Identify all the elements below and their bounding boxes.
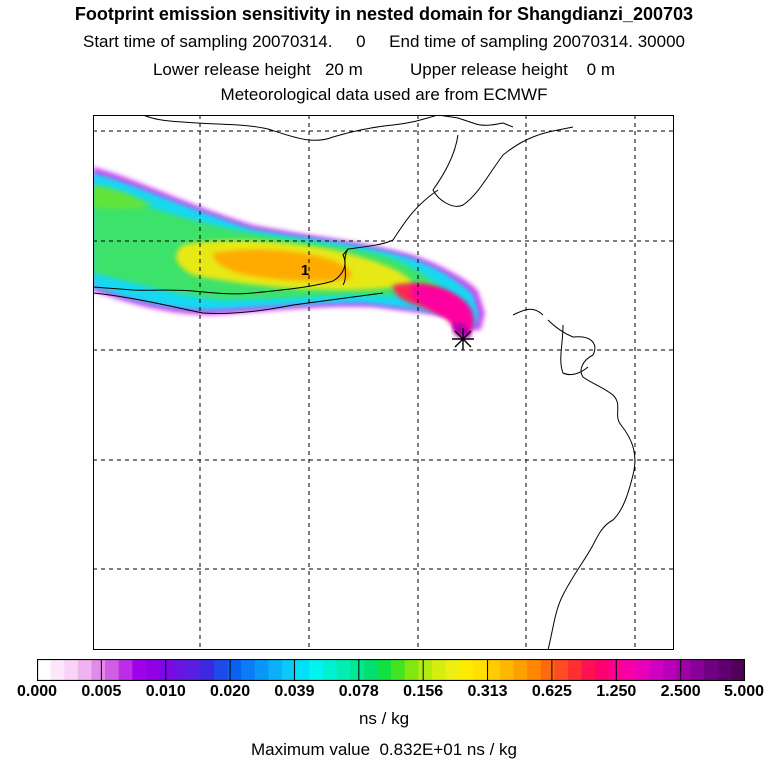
colorbar-cell: [105, 659, 120, 681]
colorbar-cell: [200, 659, 215, 681]
colorbar-cell: [295, 659, 310, 681]
grid-lines: [93, 115, 674, 650]
colorbar-tick-label: 0.000: [16, 683, 58, 700]
colorbar-tick-label: 0.005: [81, 683, 122, 700]
footprint-plume: [93, 167, 485, 339]
colorbar-cell: [227, 659, 242, 681]
colorbar-cell: [159, 659, 174, 681]
colorbar-frame: [37, 659, 745, 681]
colorbar-cell: [540, 659, 555, 681]
coastline-korea: [547, 319, 636, 650]
footprint-map: 1: [93, 115, 674, 650]
colorbar-cell: [145, 659, 161, 681]
colorbar-tick-label: 2.500: [660, 683, 701, 700]
colorbar-cell: [445, 659, 460, 681]
colorbar-cell: [391, 659, 406, 681]
colorbar-units: ns / kg: [358, 709, 410, 728]
coastline-korea-interior: [560, 324, 589, 376]
coastline-peninsula: [432, 126, 574, 207]
colorbar-major-ticks: [100, 659, 682, 681]
colorbar-cell: [704, 659, 719, 681]
colorbar-tick-label: 0.020: [210, 683, 251, 700]
colorbar-cell: [431, 659, 447, 681]
colorbar-tick-label: 0.156: [403, 683, 444, 700]
map-background: [93, 115, 674, 650]
colorbar: [37, 659, 745, 681]
colorbar-cell: [459, 659, 474, 681]
colorbar-tick-labels: 0.000 0.005 0.010 0.020 0.039 0.078 0.156 0.313…: [0, 683, 768, 705]
colorbar-tick-label: 0.039: [274, 683, 315, 700]
colorbar-cell: [64, 659, 79, 681]
coastlines: [93, 115, 636, 650]
plume-green-tail: [93, 185, 153, 209]
coastline-north: [142, 115, 514, 141]
colorbar-cell: [404, 659, 419, 681]
colorbar-cell: [717, 659, 732, 681]
colorbar-cell: [377, 659, 392, 681]
colorbar-cell: [486, 659, 501, 681]
colorbar-tick-label: 5.000: [723, 683, 765, 700]
map-frame: [93, 115, 674, 650]
colorbar-cell: [77, 659, 93, 681]
colorbar-cell: [173, 659, 188, 681]
colorbar-cell: [731, 659, 745, 681]
plume-magenta: [411, 284, 475, 336]
colorbar-cell: [554, 659, 569, 681]
colorbar-cell: [513, 659, 528, 681]
colorbar-cell: [663, 659, 678, 681]
colorbar-cell: [649, 659, 664, 681]
colorbar-cell: [363, 659, 378, 681]
met-data-line: Meteorological data used are from ECMWF: [220, 85, 548, 104]
colorbar-cell: [690, 659, 705, 681]
colorbar-cell: [595, 659, 610, 681]
plume-orange: [213, 249, 352, 282]
release-height-line: Lower release height 20 m Upper release …: [152, 60, 616, 79]
colorbar-cell: [91, 659, 106, 681]
colorbar-tick-label: 0.078: [338, 683, 379, 700]
colorbar-tick-label: 0.625: [531, 683, 572, 700]
colorbar-cell: [282, 659, 297, 681]
colorbar-cell: [676, 659, 692, 681]
coastline-east: [512, 308, 544, 316]
coastline-bay: [342, 248, 349, 286]
colorbar-cells: [37, 659, 745, 681]
colorbar-cell: [499, 659, 515, 681]
sampling-time-line: Start time of sampling 20070314. 0 End t…: [83, 32, 685, 51]
colorbar-cell: [186, 659, 201, 681]
colorbar-tick-label: 0.313: [467, 683, 508, 700]
maximum-value-text: Maximum value 0.832E+01 ns / kg: [251, 740, 517, 759]
colorbar-cell: [214, 659, 229, 681]
plot-title: Footprint emission sensitivity in nested…: [74, 4, 694, 24]
colorbar-cell: [418, 659, 433, 681]
colorbar-cell: [622, 659, 637, 681]
colorbar-cell: [50, 659, 65, 681]
colorbar-cell: [241, 659, 256, 681]
colorbar-cell: [581, 659, 596, 681]
colorbar-cell: [254, 659, 270, 681]
colorbar-cell: [636, 659, 651, 681]
colorbar-tick-label: 1.250: [596, 683, 637, 700]
marker-label: 1: [301, 262, 309, 279]
coastline-bottom-bay: [93, 292, 384, 315]
colorbar-cell: [268, 659, 283, 681]
station-star-icon: [452, 328, 474, 350]
colorbar-cell: [350, 659, 365, 681]
colorbar-tick-label: 0.010: [145, 683, 186, 700]
colorbar-cell: [568, 659, 583, 681]
colorbar-cell: [37, 659, 52, 681]
colorbar-cell: [309, 659, 324, 681]
colorbar-cell: [472, 659, 487, 681]
colorbar-cell: [132, 659, 147, 681]
colorbar-cell: [118, 659, 133, 681]
colorbar-cell: [336, 659, 351, 681]
colorbar-cell: [527, 659, 542, 681]
coastline-mid: [93, 189, 439, 295]
colorbar-cell: [322, 659, 338, 681]
